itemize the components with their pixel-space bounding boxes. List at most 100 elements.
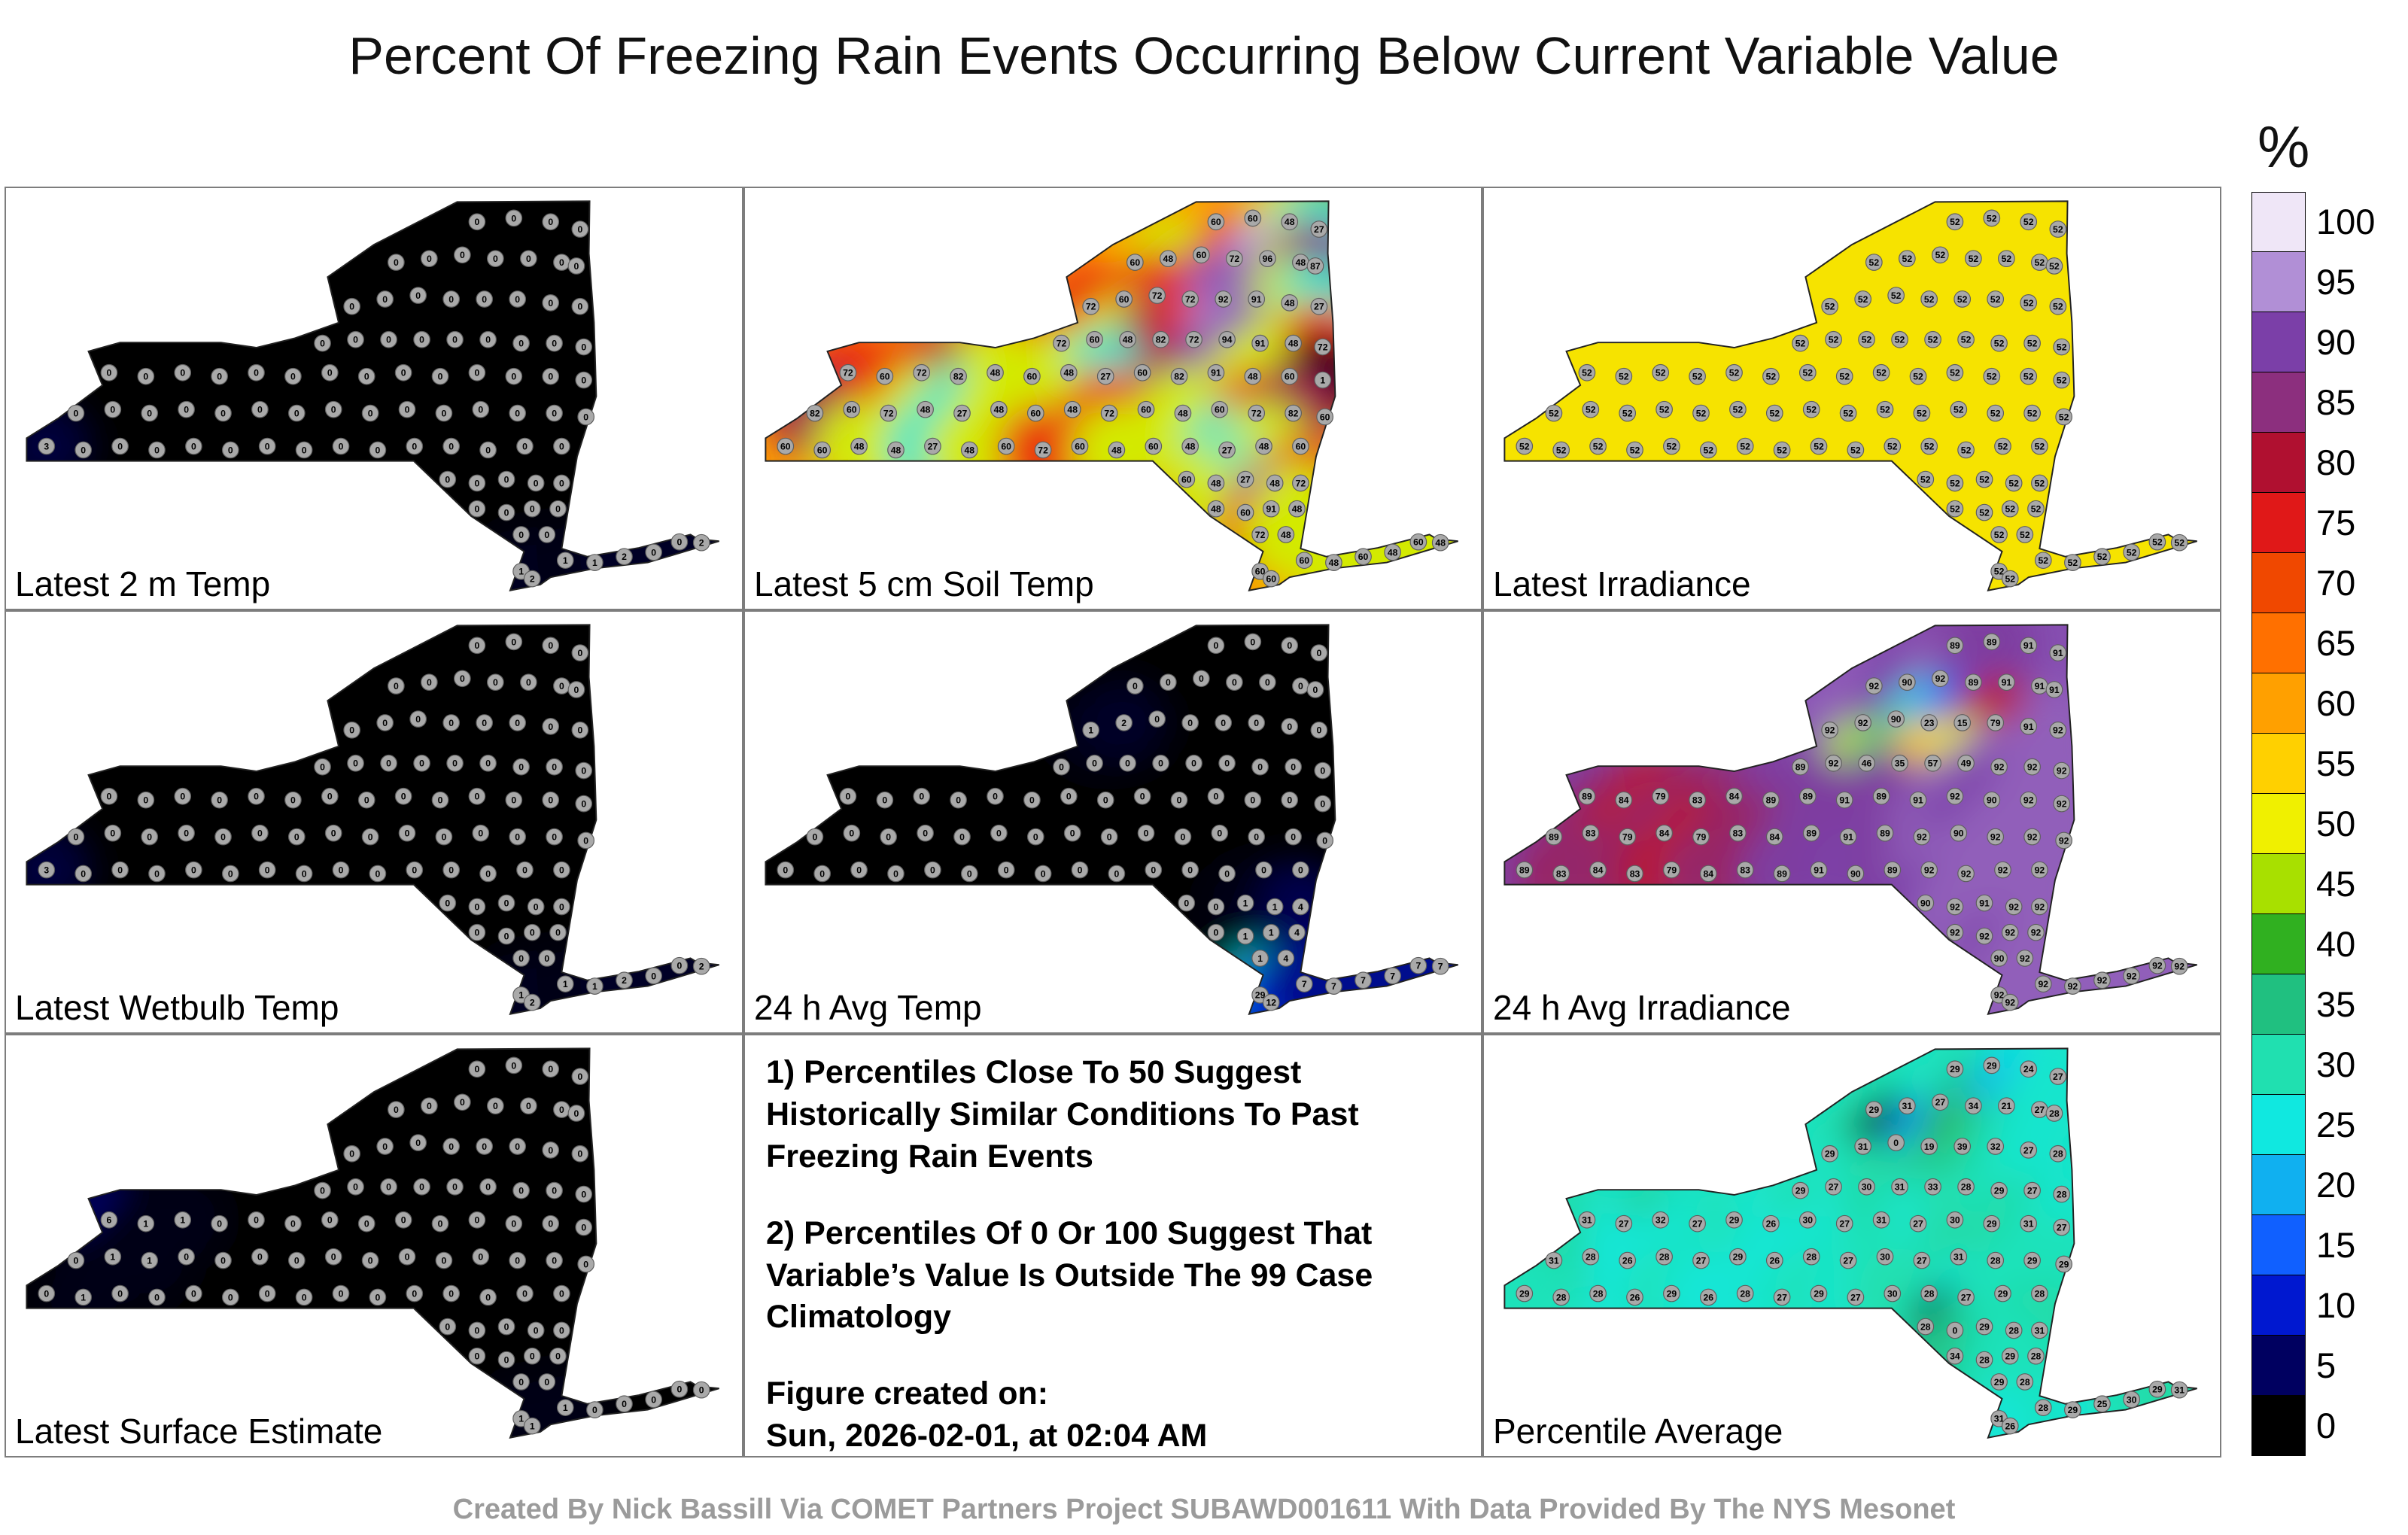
svg-text:0: 0	[438, 372, 443, 382]
svg-text:0: 0	[526, 1101, 531, 1111]
svg-text:0: 0	[552, 1186, 557, 1196]
svg-text:0: 0	[364, 1219, 369, 1230]
svg-text:0: 0	[74, 831, 79, 842]
svg-text:0: 0	[394, 257, 399, 268]
svg-text:0: 0	[559, 478, 564, 488]
svg-text:27: 27	[1314, 302, 1324, 312]
svg-text:89: 89	[1795, 762, 1806, 773]
panel-percentile-average: 29 29 24 27 29 31 27 34 21 27 28 29 31 0 19 39 32 27 28 29 2…	[1482, 1034, 2221, 1457]
colorbar-tick-label: 65	[2316, 623, 2356, 663]
svg-text:0: 0	[1254, 718, 1259, 728]
svg-text:48: 48	[1388, 547, 1398, 558]
svg-text:0: 0	[1107, 831, 1112, 842]
colorbar-swatch	[2251, 553, 2306, 613]
svg-text:84: 84	[1619, 795, 1629, 806]
svg-text:52: 52	[1630, 445, 1640, 455]
colorbar-swatch	[2251, 974, 2306, 1035]
svg-text:0: 0	[1250, 637, 1255, 647]
svg-text:1: 1	[563, 555, 568, 566]
svg-text:0: 0	[819, 868, 825, 879]
svg-text:1: 1	[1269, 928, 1274, 938]
svg-text:0: 0	[548, 298, 553, 309]
svg-text:91: 91	[1979, 898, 1990, 908]
svg-text:0: 0	[485, 335, 491, 345]
svg-text:48: 48	[1292, 504, 1303, 515]
svg-text:92: 92	[1994, 990, 2005, 1001]
svg-text:52: 52	[1953, 405, 1964, 415]
svg-text:33: 33	[1928, 1182, 1938, 1193]
svg-text:52: 52	[2031, 504, 2042, 515]
svg-text:0: 0	[856, 865, 862, 875]
svg-text:52: 52	[1593, 441, 1604, 451]
svg-text:0: 0	[1291, 831, 1296, 842]
svg-text:39: 39	[1957, 1141, 1968, 1152]
svg-text:25: 25	[2097, 1399, 2108, 1409]
colorbar-tick-label: 55	[2316, 743, 2356, 783]
svg-text:52: 52	[2068, 558, 2078, 568]
svg-text:52: 52	[1729, 368, 1740, 378]
svg-text:83: 83	[1733, 828, 1744, 839]
svg-text:92: 92	[1990, 831, 2001, 842]
svg-text:2: 2	[699, 538, 704, 549]
svg-text:0: 0	[228, 445, 233, 455]
svg-text:0: 0	[1291, 762, 1296, 773]
svg-text:60: 60	[1141, 405, 1151, 415]
svg-text:52: 52	[2035, 478, 2045, 488]
svg-text:92: 92	[2097, 975, 2108, 986]
svg-text:23: 23	[1924, 718, 1935, 728]
svg-text:0: 0	[1298, 681, 1303, 692]
svg-text:52: 52	[1895, 335, 1905, 345]
svg-text:0: 0	[559, 901, 564, 912]
svg-text:0: 0	[485, 868, 491, 879]
svg-text:0: 0	[882, 795, 887, 806]
svg-text:48: 48	[1211, 478, 1221, 488]
svg-text:0: 0	[412, 441, 417, 451]
svg-text:82: 82	[953, 372, 964, 382]
svg-text:27: 27	[1777, 1292, 1787, 1302]
svg-text:0: 0	[1070, 828, 1075, 839]
ny-map-latest-2m-temp: 0 0 0 0 0 0 0 0 0 0 0 0 0 0 0 0 0 0 0 0 0 0 0 0 0 0 0 0 0 0 0 0 0 0 0 0 0 0 0 0…	[26, 200, 719, 592]
svg-text:52: 52	[1979, 507, 1990, 518]
colorbar-swatch	[2251, 613, 2306, 673]
svg-text:0: 0	[438, 795, 443, 806]
svg-text:30: 30	[2127, 1394, 2137, 1405]
svg-text:0: 0	[475, 1325, 480, 1336]
svg-text:52: 52	[1733, 405, 1744, 415]
svg-text:29: 29	[1729, 1215, 1740, 1226]
svg-text:91: 91	[1843, 831, 1853, 842]
svg-text:0: 0	[475, 901, 480, 912]
svg-text:0: 0	[518, 1377, 524, 1388]
svg-text:79: 79	[1622, 831, 1633, 842]
svg-text:52: 52	[1950, 368, 1960, 378]
svg-text:0: 0	[154, 445, 160, 455]
svg-text:92: 92	[1825, 725, 1835, 736]
svg-text:0: 0	[583, 835, 588, 846]
colorbar-tick-label: 15	[2316, 1225, 2356, 1265]
svg-text:52: 52	[1979, 474, 1990, 485]
svg-text:0: 0	[382, 1141, 388, 1152]
svg-text:30: 30	[1950, 1215, 1960, 1226]
svg-text:0: 0	[228, 868, 233, 879]
svg-text:0: 0	[478, 828, 483, 839]
svg-text:1: 1	[1320, 375, 1325, 385]
svg-text:60: 60	[1285, 372, 1295, 382]
svg-text:52: 52	[1987, 372, 1997, 382]
svg-text:0: 0	[581, 1189, 586, 1199]
svg-text:0: 0	[577, 302, 582, 312]
svg-text:92: 92	[2027, 831, 2038, 842]
svg-text:0: 0	[452, 335, 458, 345]
svg-text:0: 0	[368, 408, 373, 418]
svg-text:0: 0	[475, 1215, 480, 1226]
svg-text:0: 0	[511, 1060, 516, 1071]
colorbar-row: 95	[2251, 252, 2375, 312]
svg-text:89: 89	[1950, 640, 1960, 651]
svg-text:52: 52	[2020, 530, 2030, 540]
svg-text:60: 60	[1137, 368, 1148, 378]
svg-text:27: 27	[1100, 372, 1111, 382]
svg-text:34: 34	[1969, 1101, 1979, 1111]
svg-text:0: 0	[1133, 681, 1138, 692]
svg-text:48: 48	[990, 368, 1001, 378]
svg-text:60: 60	[1299, 555, 1309, 566]
svg-text:0: 0	[1033, 831, 1038, 842]
